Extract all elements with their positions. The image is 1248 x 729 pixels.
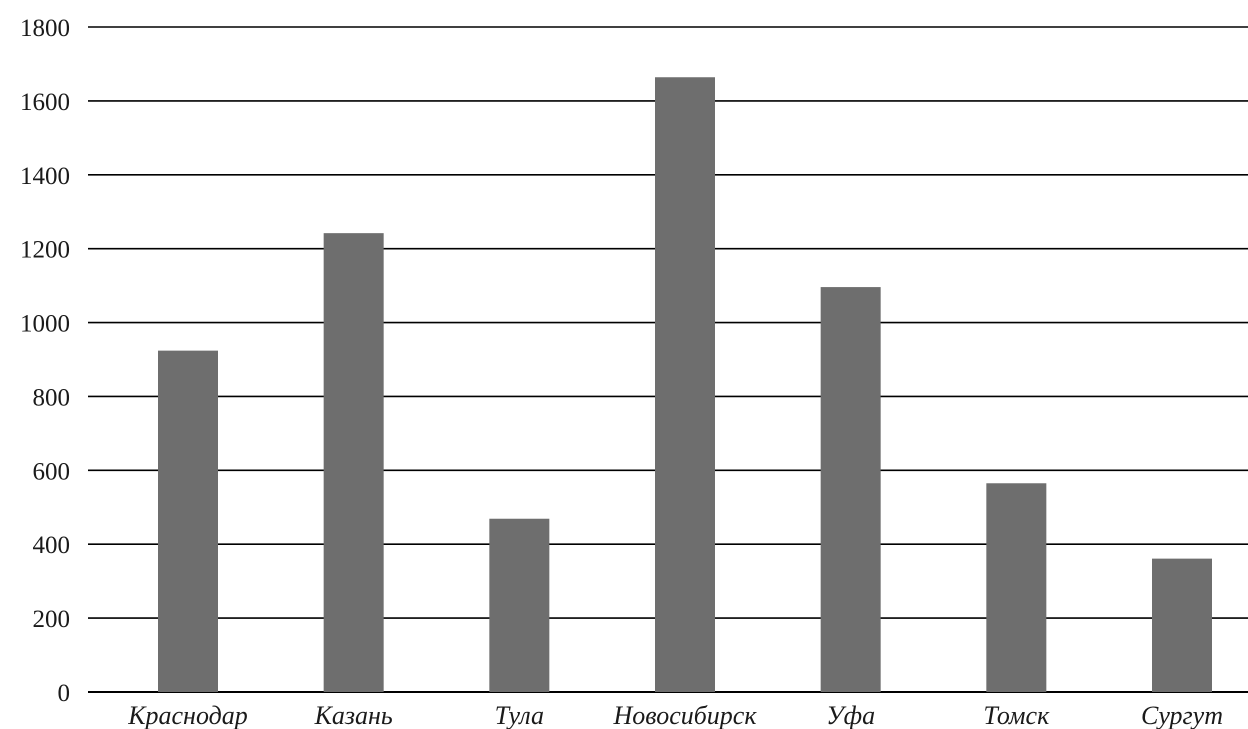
x-category-label: Тула <box>495 701 544 729</box>
bar <box>323 233 384 692</box>
bar <box>489 518 550 692</box>
bar <box>820 287 881 692</box>
x-category-label: Казань <box>314 701 393 729</box>
y-tick-label: 600 <box>33 458 71 485</box>
x-category-label: Томск <box>983 701 1050 729</box>
y-axis-tick-labels: 0 200 400 600 800 1000 1200 1400 1600 1800 <box>20 15 70 707</box>
y-tick-label: 0 <box>58 680 71 707</box>
y-tick-label: 400 <box>33 532 71 559</box>
y-tick-label: 800 <box>33 384 71 411</box>
x-axis-category-labels: Краснодар Казань Тула Новосибирск Уфа Томск Су… <box>127 701 1223 729</box>
bar <box>158 350 218 692</box>
x-category-label: Уфа <box>826 701 875 729</box>
bar <box>655 77 715 692</box>
y-tick-label: 1000 <box>20 311 70 338</box>
bars <box>158 77 1212 692</box>
x-category-label: Сургут <box>1141 701 1223 729</box>
x-category-label: Краснодар <box>127 701 248 729</box>
y-tick-label: 1400 <box>20 163 70 190</box>
y-tick-label: 1600 <box>20 89 70 116</box>
bar <box>1152 558 1212 692</box>
y-tick-label: 200 <box>33 606 71 633</box>
bar <box>986 483 1047 692</box>
y-tick-label: 1200 <box>20 237 70 264</box>
x-category-label: Новосибирск <box>612 701 757 729</box>
y-tick-label: 1800 <box>20 15 70 42</box>
